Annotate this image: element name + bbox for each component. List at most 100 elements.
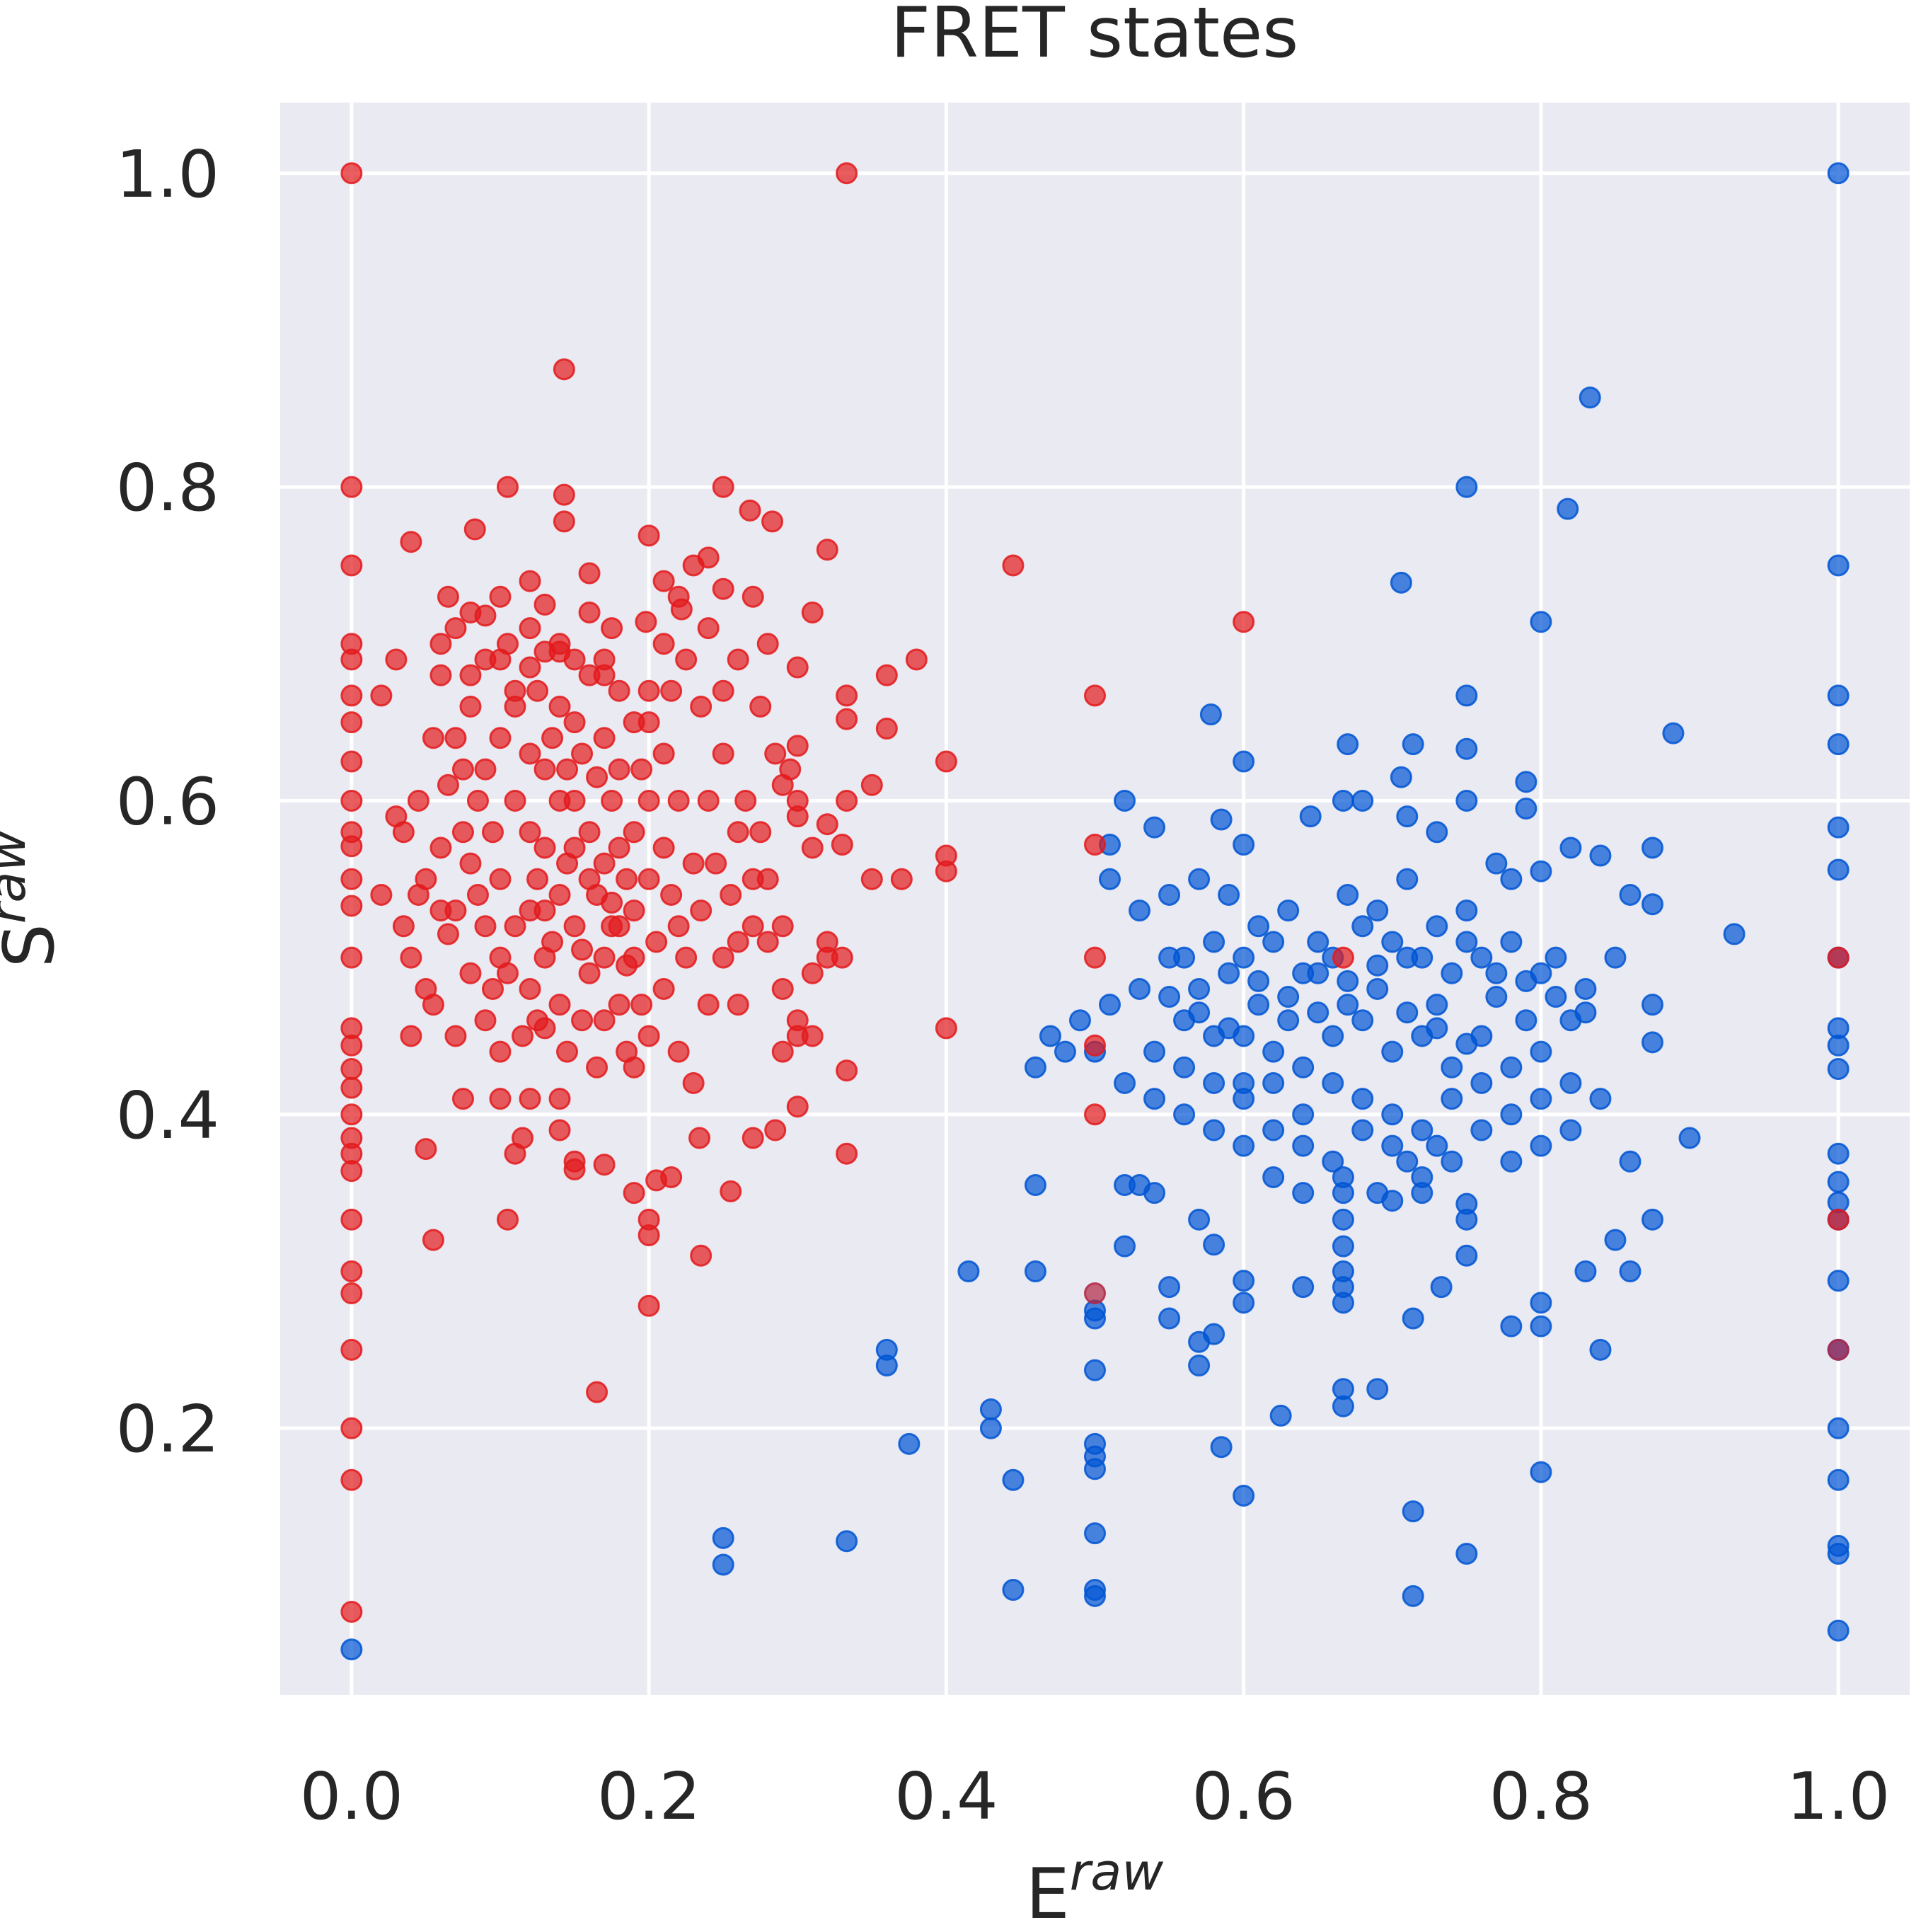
data-point [533, 836, 556, 859]
data-point [340, 868, 363, 890]
data-point [1455, 476, 1478, 498]
data-point [1173, 1056, 1196, 1079]
data-point [340, 1338, 363, 1361]
data-point [1827, 1417, 1850, 1439]
data-point [1068, 1009, 1091, 1032]
data-point [1203, 931, 1225, 953]
x-tick-label: 0.6 [1192, 1759, 1295, 1834]
data-point [553, 510, 575, 533]
data-point [1530, 1292, 1552, 1314]
data-point [1641, 994, 1663, 1016]
data-point [638, 868, 660, 890]
data-point [786, 735, 809, 757]
data-point [1262, 1071, 1285, 1094]
data-point [608, 758, 630, 781]
data-point [556, 758, 579, 781]
data-point [1129, 899, 1151, 922]
data-point [422, 994, 444, 1016]
data-point [1233, 834, 1255, 856]
data-point [1426, 915, 1448, 938]
data-point [474, 1009, 497, 1032]
data-point [1337, 733, 1359, 756]
data-point [1402, 733, 1424, 756]
data-point [1158, 1307, 1181, 1330]
data-point [504, 915, 526, 938]
data-point [422, 727, 444, 749]
data-point [1500, 931, 1523, 953]
data-point [533, 593, 556, 616]
data-point [1827, 1171, 1850, 1193]
data-point [1557, 498, 1579, 520]
data-point [1381, 1103, 1404, 1126]
data-point [667, 789, 690, 812]
data-point [340, 1601, 363, 1623]
data-point [742, 1127, 764, 1149]
data-point [1099, 868, 1121, 890]
data-point [526, 868, 549, 890]
data-point [1366, 954, 1389, 977]
data-point [667, 1040, 690, 1063]
data-point [533, 758, 556, 781]
data-point [1039, 1025, 1061, 1047]
data-point [1500, 868, 1523, 890]
data-point [519, 656, 541, 679]
data-point [682, 852, 705, 875]
y-axis-ticks: 0.2 0.4 0.6 0.8 1.0 [116, 137, 219, 1467]
data-point [638, 679, 660, 702]
data-point [1218, 1017, 1240, 1040]
data-point [1455, 684, 1478, 707]
data-point [905, 648, 928, 671]
series-2 [1084, 1282, 1850, 1361]
data-point [489, 1088, 512, 1110]
data-point [459, 664, 482, 686]
data-point [1188, 1208, 1211, 1231]
data-point [836, 708, 858, 730]
data-point [1390, 766, 1412, 788]
x-axis-label: Eraw [1026, 1842, 1164, 1932]
data-point [1337, 994, 1359, 1016]
data-point [1515, 970, 1538, 992]
data-point [645, 1169, 668, 1192]
data-point [875, 664, 898, 686]
data-point [1233, 1134, 1255, 1157]
data-point [1827, 1619, 1850, 1642]
data-point [519, 977, 541, 1000]
data-point [1114, 1174, 1136, 1197]
data-point [1024, 1174, 1046, 1197]
data-point [1619, 883, 1642, 906]
y-axis-label-base: S [0, 924, 70, 967]
x-axis-ticks: 0.0 0.2 0.4 0.6 0.8 1.0 [300, 1759, 1891, 1834]
data-point [1441, 1150, 1463, 1173]
data-point [340, 648, 363, 671]
data-point [496, 962, 519, 984]
data-point [1084, 684, 1106, 707]
x-tick-label: 0.2 [597, 1759, 700, 1834]
data-point [553, 483, 575, 506]
data-point [519, 570, 541, 592]
data-point [801, 836, 824, 859]
data-point [1262, 1119, 1285, 1142]
data-point [1188, 1001, 1211, 1024]
data-point [1337, 970, 1359, 992]
data-point [1589, 1088, 1612, 1110]
data-point [1143, 816, 1166, 839]
data-point [407, 789, 429, 812]
data-point [548, 1119, 571, 1142]
data-point [712, 742, 734, 765]
data-point [712, 1526, 734, 1549]
data-point [1827, 858, 1850, 881]
data-point [437, 923, 459, 945]
data-point [638, 1294, 660, 1317]
data-point [340, 1103, 363, 1126]
data-point [1441, 1088, 1463, 1110]
data-point [1247, 970, 1270, 992]
x-axis-label-base: E [1026, 1854, 1070, 1932]
data-point [638, 524, 660, 547]
data-point [489, 727, 512, 749]
data-point [481, 821, 504, 844]
data-point [400, 531, 422, 553]
data-point [801, 601, 824, 623]
data-point [1233, 1484, 1255, 1507]
data-point [474, 915, 497, 938]
data-point [578, 962, 601, 984]
